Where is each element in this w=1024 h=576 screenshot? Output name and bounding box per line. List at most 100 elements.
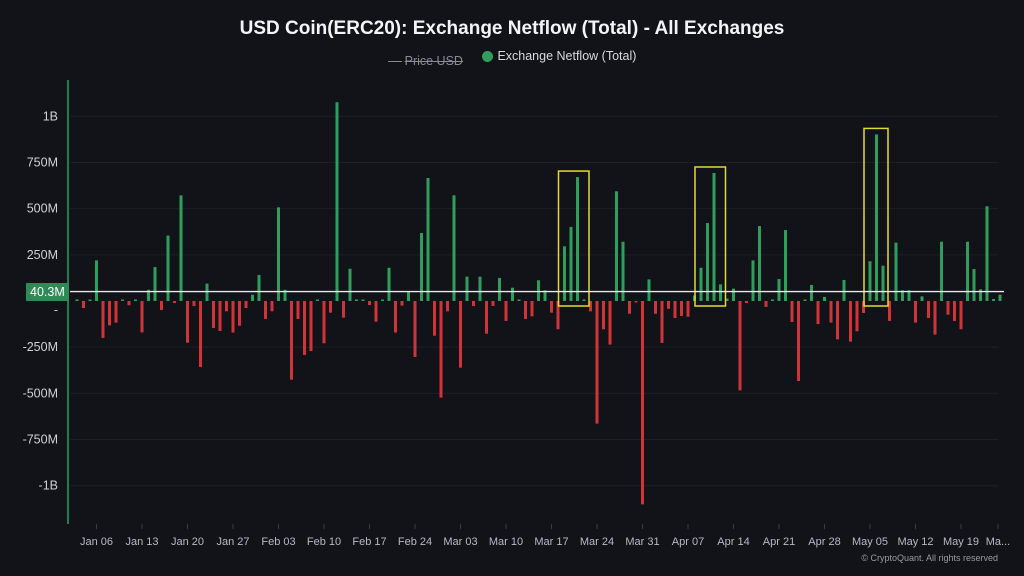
bar <box>771 299 774 301</box>
x-tick-label: Apr 21 <box>763 536 795 548</box>
bar <box>218 301 222 331</box>
bar <box>758 226 761 301</box>
bar <box>355 299 358 301</box>
bar <box>829 301 833 323</box>
bar <box>290 301 293 380</box>
bar <box>511 287 514 301</box>
bar <box>212 301 215 328</box>
bar <box>498 277 501 301</box>
bar <box>556 301 560 330</box>
bar <box>381 299 384 301</box>
bar <box>387 267 391 301</box>
bar <box>569 226 573 301</box>
bar <box>888 301 891 321</box>
bar <box>166 235 170 301</box>
bar <box>953 301 956 321</box>
bar <box>680 301 683 316</box>
bar <box>907 290 911 301</box>
bar <box>862 301 865 314</box>
x-tick-label: Apr 07 <box>672 536 704 548</box>
bar <box>550 301 553 313</box>
x-tick-label: May 12 <box>897 536 933 548</box>
legend-label: Exchange Netflow (Total) <box>497 49 637 63</box>
bar <box>589 301 592 312</box>
bar <box>329 301 332 313</box>
x-tick-label: Jan 13 <box>125 536 158 548</box>
line-icon <box>387 60 402 62</box>
x-tick-label: Mar 17 <box>534 536 568 548</box>
x-tick-label: Mar 03 <box>443 536 477 548</box>
y-tick-label: 1B <box>43 109 58 123</box>
y-tick-label: 250M <box>27 248 58 262</box>
copyright: © CryptoQuant. All rights reserved <box>861 553 998 563</box>
x-tick-label: May 19 <box>943 536 979 548</box>
bar <box>914 301 917 323</box>
bar <box>368 301 371 306</box>
bar <box>940 241 943 301</box>
bar <box>121 299 124 301</box>
bar <box>296 301 300 319</box>
bar <box>823 296 826 301</box>
x-tick-label: Jan 20 <box>171 536 204 548</box>
bar <box>563 246 566 301</box>
legend-item-exchange-netflow[interactable]: Exchange Netflow (Total) <box>482 49 636 63</box>
y-tick-label: 500M <box>27 202 58 216</box>
y-tick-label: - <box>54 303 58 317</box>
bar <box>439 301 443 398</box>
bar <box>933 301 937 335</box>
bar <box>75 299 79 301</box>
y-tick-label: -250M <box>23 340 58 354</box>
bar <box>270 301 274 312</box>
x-tick-label: Feb 24 <box>398 536 432 548</box>
bar <box>667 301 670 309</box>
bar <box>108 301 111 326</box>
bar <box>875 134 878 301</box>
y-tick-label: 750M <box>27 155 58 169</box>
bar <box>485 301 488 334</box>
bar <box>842 279 846 301</box>
bar <box>732 288 735 301</box>
bar <box>452 195 456 301</box>
x-tick-label: Jan 06 <box>80 536 113 548</box>
bar <box>615 191 618 301</box>
bar <box>394 301 397 333</box>
bar <box>959 301 963 330</box>
bar <box>881 265 885 301</box>
bar <box>998 294 1002 301</box>
bar <box>979 289 982 301</box>
x-tick-label: Apr 28 <box>808 536 840 548</box>
bar <box>465 276 469 301</box>
bar <box>127 301 131 306</box>
bar <box>524 301 527 319</box>
bar <box>257 274 261 301</box>
bar <box>751 260 755 301</box>
bar <box>413 301 417 357</box>
bar <box>602 301 605 330</box>
bar <box>777 279 781 301</box>
bar <box>920 296 924 301</box>
bar <box>231 301 235 333</box>
bar <box>374 301 378 322</box>
x-tick-label: Feb 17 <box>352 536 386 548</box>
bar <box>335 102 339 301</box>
bar <box>719 284 722 301</box>
bar <box>173 301 176 304</box>
bar <box>699 267 703 301</box>
legend: Price USD Exchange Netflow (Total) <box>0 49 1024 68</box>
bar <box>972 269 976 301</box>
bar <box>251 294 254 301</box>
bar <box>849 301 852 342</box>
bar <box>745 301 748 304</box>
legend-item-price-usd[interactable]: Price USD <box>387 54 463 68</box>
y-tick-label: -500M <box>23 386 58 400</box>
bar <box>361 299 365 301</box>
bar <box>790 301 794 323</box>
bar <box>459 301 462 368</box>
dot-icon <box>482 50 494 62</box>
bar <box>764 301 768 307</box>
bar <box>517 299 521 301</box>
bar <box>504 301 508 321</box>
bar <box>472 301 475 306</box>
bar <box>673 301 677 318</box>
bar <box>426 177 430 301</box>
